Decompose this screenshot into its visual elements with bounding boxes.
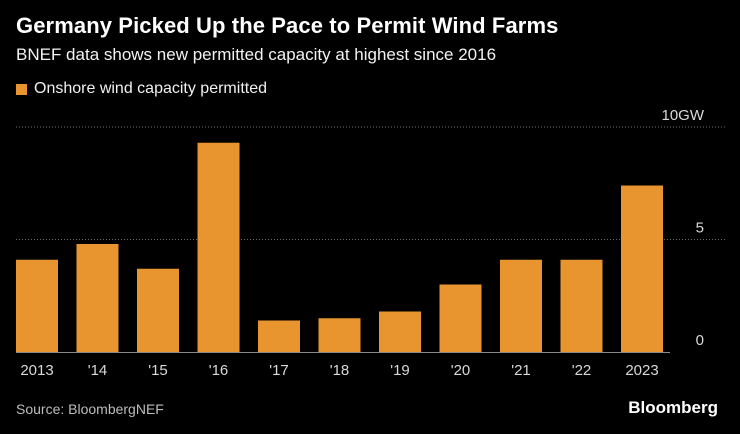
bar (500, 259, 542, 352)
x-tick-label: 2023 (625, 362, 658, 379)
y-tick-label: 0 (696, 332, 704, 349)
bar (621, 185, 663, 352)
x-tick-label: '15 (148, 362, 168, 379)
bar (197, 142, 240, 352)
x-tick-label: '16 (209, 362, 229, 379)
legend-label: Onshore wind capacity permitted (34, 80, 267, 97)
bar (137, 268, 179, 352)
x-tick-label: '18 (330, 362, 350, 379)
y-tick-label: 10GW (661, 107, 704, 124)
bloomberg-logo: Bloomberg (628, 398, 718, 417)
x-tick-label: '22 (572, 362, 592, 379)
x-tick-label: '21 (511, 362, 531, 379)
x-tick-label: 2013 (20, 362, 53, 379)
x-tick-label: '17 (269, 362, 289, 379)
chart-subtitle: BNEF data shows new permitted capacity a… (16, 45, 497, 64)
x-tick-label: '14 (88, 362, 108, 379)
chart-legend: Onshore wind capacity permitted (16, 80, 267, 98)
bar (379, 311, 421, 352)
x-tick-label: '19 (390, 362, 410, 379)
source-note: Source: BloombergNEF (16, 401, 164, 417)
y-tick-label: 5 (696, 220, 704, 237)
legend-swatch (16, 83, 27, 95)
bar (76, 244, 119, 352)
bar (258, 320, 300, 352)
bar (318, 318, 361, 352)
x-tick-label: '20 (451, 362, 471, 379)
bar (439, 284, 482, 352)
chart-title: Germany Picked Up the Pace to Permit Win… (16, 13, 559, 38)
bar (560, 259, 603, 352)
bar (16, 259, 58, 352)
